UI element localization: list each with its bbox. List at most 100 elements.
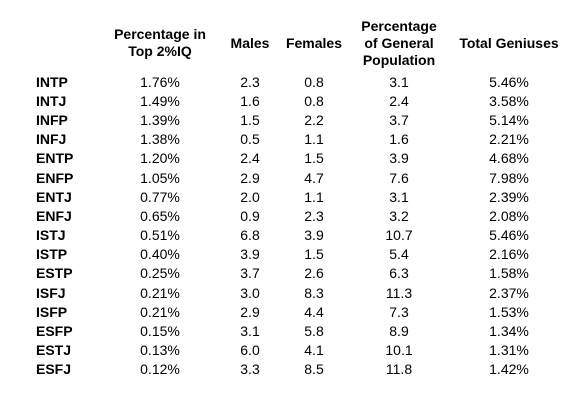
total-geniuses-cell: 3.58%: [489, 92, 529, 109]
top2-iq-cell: 0.13%: [140, 342, 180, 359]
header-type: [30, 14, 100, 72]
females-cell: 3.9: [304, 227, 324, 244]
general-population-cell: 11.3: [385, 284, 413, 301]
type-cell: ESTJ: [36, 342, 72, 359]
type-cell: ENFP: [36, 169, 74, 186]
general-population-cell: 3.2: [389, 207, 409, 224]
top2-iq-cell: 0.40%: [140, 246, 180, 263]
top2-iq-cell: 0.21%: [140, 284, 180, 301]
general-population-cell: 1.6: [389, 131, 409, 148]
total-geniuses-cell: 7.98%: [489, 169, 529, 186]
table-row: INFJ 1.38% 0.5 1.1 1.6 2.21%: [30, 130, 568, 149]
females-cell: 5.8: [304, 323, 324, 340]
males-cell: 0.9: [240, 207, 260, 224]
total-geniuses-cell: 2.16%: [489, 246, 529, 263]
general-population-cell: 3.9: [389, 150, 409, 167]
table-row: ESTJ 0.13% 6.0 4.1 10.1 1.31%: [30, 341, 568, 360]
total-geniuses-cell: 5.46%: [489, 227, 529, 244]
general-population-cell: 7.3: [389, 303, 409, 320]
type-cell: ISFP: [36, 303, 68, 320]
type-cell: ESFP: [36, 323, 73, 340]
males-cell: 3.1: [240, 323, 260, 340]
total-geniuses-cell: 4.68%: [489, 150, 529, 167]
general-population-cell: 6.3: [389, 265, 409, 282]
total-geniuses-cell: 1.58%: [489, 265, 529, 282]
top2-iq-cell: 1.49%: [140, 92, 180, 109]
type-cell: ISTP: [36, 246, 68, 263]
general-population-cell: 3.7: [389, 111, 409, 128]
type-cell: INTJ: [36, 92, 67, 109]
males-cell: 3.0: [240, 284, 260, 301]
personality-iq-table: Percentage in Top 2%IQ Males Females Per…: [30, 14, 568, 379]
males-cell: 3.3: [240, 361, 260, 378]
type-cell: ISFJ: [36, 284, 66, 301]
table-row: ESTP 0.25% 3.7 2.6 6.3 1.58%: [30, 264, 568, 283]
females-cell: 0.8: [304, 92, 324, 109]
general-population-cell: 10.1: [385, 342, 413, 359]
table-row: ENTP 1.20% 2.4 1.5 3.9 4.68%: [30, 149, 568, 168]
top2-iq-cell: 0.51%: [140, 227, 180, 244]
type-cell: INFJ: [36, 131, 67, 148]
table-row: INTP 1.76% 2.3 0.8 3.1 5.46%: [30, 72, 568, 91]
females-cell: 4.4: [304, 303, 324, 320]
table-row: ENTJ 0.77% 2.0 1.1 3.1 2.39%: [30, 187, 568, 206]
males-cell: 3.7: [240, 265, 260, 282]
males-cell: 6.8: [240, 227, 260, 244]
table-row: ENFP 1.05% 2.9 4.7 7.6 7.98%: [30, 168, 568, 187]
header-general-population: Percentage of General Population: [361, 17, 437, 68]
type-cell: ESTP: [36, 265, 73, 282]
females-cell: 4.7: [304, 169, 324, 186]
table-row: ENFJ 0.65% 0.9 2.3 3.2 2.08%: [30, 206, 568, 225]
type-cell: ENTJ: [36, 188, 72, 205]
type-cell: INTP: [36, 73, 68, 90]
females-cell: 0.8: [304, 73, 324, 90]
table-row: ESFJ 0.12% 3.3 8.5 11.8 1.42%: [30, 360, 568, 379]
general-population-cell: 5.4: [389, 246, 409, 263]
females-cell: 1.1: [304, 188, 324, 205]
males-cell: 0.5: [240, 131, 260, 148]
top2-iq-cell: 1.20%: [140, 150, 180, 167]
males-cell: 2.0: [240, 188, 260, 205]
table-body: INTP 1.76% 2.3 0.8 3.1 5.46% INTJ 1.49% 1.6 0.8 2.…: [30, 72, 568, 379]
table-row: ISFP 0.21% 2.9 4.4 7.3 1.53%: [30, 302, 568, 321]
females-cell: 1.1: [304, 131, 324, 148]
top2-iq-cell: 0.77%: [140, 188, 180, 205]
top2-iq-cell: 1.76%: [140, 73, 180, 90]
males-cell: 1.5: [240, 111, 260, 128]
general-population-cell: 11.8: [385, 361, 413, 378]
total-geniuses-cell: 1.31%: [489, 342, 529, 359]
total-geniuses-cell: 2.39%: [489, 188, 529, 205]
females-cell: 8.3: [304, 284, 324, 301]
table-row: ISTP 0.40% 3.9 1.5 5.4 2.16%: [30, 245, 568, 264]
males-cell: 2.4: [240, 150, 260, 167]
general-population-cell: 8.9: [389, 323, 409, 340]
table-row: ISFJ 0.21% 3.0 8.3 11.3 2.37%: [30, 283, 568, 302]
table-row: ESFP 0.15% 3.1 5.8 8.9 1.34%: [30, 321, 568, 340]
type-cell: ENTP: [36, 150, 74, 167]
top2-iq-cell: 0.21%: [140, 303, 180, 320]
header-females: Females: [285, 34, 343, 51]
general-population-cell: 2.4: [389, 92, 409, 109]
general-population-cell: 7.6: [389, 169, 409, 186]
females-cell: 2.3: [304, 207, 324, 224]
type-cell: INFP: [36, 111, 68, 128]
females-cell: 2.2: [304, 111, 324, 128]
total-geniuses-cell: 5.14%: [489, 111, 529, 128]
header-males: Males: [230, 34, 270, 51]
males-cell: 1.6: [240, 92, 260, 109]
header-top2-iq: Percentage in Top 2%IQ: [114, 26, 206, 59]
table-row: INTJ 1.49% 1.6 0.8 2.4 3.58%: [30, 91, 568, 110]
total-geniuses-cell: 2.21%: [489, 131, 529, 148]
top2-iq-cell: 0.15%: [140, 323, 180, 340]
type-cell: ESFJ: [36, 361, 72, 378]
females-cell: 1.5: [304, 150, 324, 167]
type-cell: ENFJ: [36, 207, 72, 224]
table-header: Percentage in Top 2%IQ Males Females Per…: [30, 14, 568, 72]
top2-iq-cell: 1.38%: [140, 131, 180, 148]
total-geniuses-cell: 1.34%: [489, 323, 529, 340]
top2-iq-cell: 0.25%: [140, 265, 180, 282]
general-population-cell: 3.1: [389, 73, 409, 90]
total-geniuses-cell: 1.42%: [489, 361, 529, 378]
total-geniuses-cell: 2.08%: [489, 207, 529, 224]
